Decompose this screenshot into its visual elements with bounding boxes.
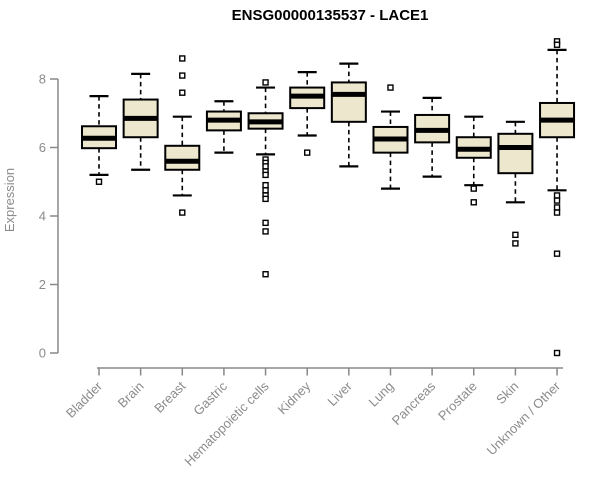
y-tick-label: 8: [39, 72, 46, 87]
outlier-point: [553, 349, 561, 357]
box-group-unknown-other: [539, 38, 576, 357]
outlier-point: [262, 271, 269, 278]
iqr-box: [330, 81, 367, 123]
x-tick-label-brain: Brain: [115, 379, 147, 411]
y-tick-label: 0: [39, 346, 46, 361]
outlier-point: [512, 240, 519, 247]
x-tick-label-skin: Skin: [493, 379, 521, 407]
outlier-point: [95, 178, 103, 185]
outlier-point: [553, 209, 561, 216]
outlier-point: [262, 171, 269, 179]
outlier-point: [179, 72, 186, 79]
x-tick-label-prostate: Prostate: [435, 379, 480, 424]
x-tick-label-gastric: Gastric: [190, 378, 230, 418]
outlier-point: [470, 185, 477, 192]
y-tick-label: 6: [39, 140, 46, 155]
box-group-bladder: [81, 95, 117, 185]
outlier-point: [179, 55, 186, 62]
outlier-point: [262, 163, 269, 170]
y-axis-label: Expression: [2, 168, 17, 232]
outlier-point: [262, 195, 269, 203]
x-tick-label-lung: Lung: [366, 379, 397, 410]
y-axis: 0 2 4 6 8: [39, 72, 59, 361]
x-tick-label-breast: Breast: [151, 378, 188, 415]
x-tick-label-bladder: Bladder: [63, 378, 106, 421]
box-group-prostate: [455, 115, 492, 206]
outlier-point: [262, 187, 269, 194]
x-tick-label-unknown-other: Unknown / Other: [484, 378, 564, 458]
outlier-point: [387, 84, 394, 91]
outlier-point: [553, 250, 561, 257]
chart-title: ENSG00000135537 - LACE1: [232, 7, 429, 24]
outlier-point: [512, 231, 519, 239]
outlier-point: [262, 228, 269, 235]
x-tick-label-kidney: Kidney: [275, 378, 314, 417]
outlier-point: [304, 149, 311, 156]
y-tick-label: 2: [39, 277, 46, 292]
outlier-point: [553, 41, 561, 48]
outlier-point: [262, 79, 269, 86]
box-group-liver: [330, 62, 367, 168]
outlier-point: [470, 199, 477, 206]
box-group-gastric: [205, 100, 242, 154]
x-tick-label-liver: Liver: [324, 378, 355, 409]
outlier-point: [179, 89, 186, 96]
box-series: [81, 38, 576, 357]
box-group-breast: [164, 55, 201, 216]
box-group-lung: [372, 84, 409, 190]
outlier-point: [179, 209, 186, 216]
box-group-brain: [122, 72, 159, 171]
box-group-kidney: [289, 71, 326, 156]
outlier-point: [553, 204, 561, 211]
box-group-hematopoietic-cells: [247, 79, 284, 278]
iqr-box: [164, 144, 201, 171]
box-group-skin: [497, 120, 534, 247]
iqr-box: [497, 132, 534, 175]
box-group-pancreas: [414, 96, 451, 178]
outlier-point: [553, 192, 561, 199]
outlier-point: [262, 181, 269, 189]
y-tick-label: 4: [39, 209, 46, 224]
x-tick-label-pancreas: Pancreas: [389, 378, 439, 428]
outlier-point: [262, 219, 269, 227]
outlier-point: [553, 197, 561, 204]
